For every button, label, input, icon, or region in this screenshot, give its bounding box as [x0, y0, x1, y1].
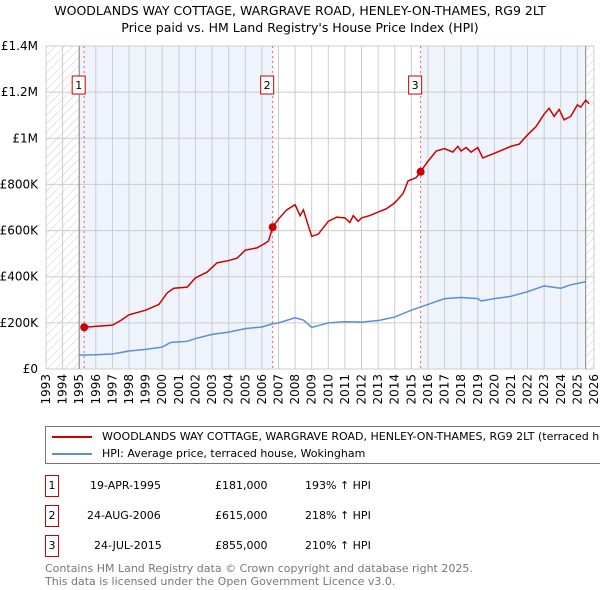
footer: Contains HM Land Registry data © Crown c…: [45, 562, 473, 588]
hpi-line: [79, 281, 586, 356]
x-tick-label: 2019: [471, 374, 485, 405]
sale-price: £855,000: [215, 539, 268, 552]
x-tick-label: 1993: [39, 374, 53, 405]
sale-badge: 3: [45, 535, 59, 557]
sale-label-box: [408, 75, 423, 95]
x-tick-label: 2022: [521, 374, 535, 405]
y-tick-label: £200K: [0, 316, 39, 330]
ownership-shade-3: [420, 46, 586, 369]
x-tick-label: 2005: [238, 374, 252, 405]
sale-price: £615,000: [215, 509, 268, 522]
y-tick-label: £1M: [12, 131, 38, 145]
sale-point: [416, 167, 425, 176]
sale-badge: 2: [45, 505, 59, 527]
sale-label: 1: [75, 79, 82, 92]
sale-label-box: [260, 75, 275, 95]
sale-label: 3: [412, 79, 419, 92]
sale-point: [268, 223, 277, 232]
x-tick-label: 2006: [255, 374, 269, 405]
ownership-shade-1: [79, 46, 273, 369]
sale-row-2: 2 24-AUG-2006 £615,000 218% ↑ HPI: [45, 505, 445, 527]
x-tick-label: 2012: [355, 374, 369, 405]
x-tick-label: 2017: [438, 374, 452, 405]
y-tick-label: £1.4M: [1, 39, 38, 53]
x-tick-label: 1998: [122, 374, 136, 405]
sale-badge: 1: [45, 475, 59, 497]
footer-licence: This data is licensed under the Open Gov…: [45, 575, 396, 588]
x-tick-label: 2020: [487, 374, 501, 405]
x-tick-label: 2016: [421, 374, 435, 405]
legend-swatch-hpi: [52, 453, 92, 455]
x-tick-label: 2024: [554, 374, 568, 405]
x-tick-label: 1995: [72, 374, 86, 405]
x-tick-label: 2023: [537, 374, 551, 405]
chart-title: WOODLANDS WAY COTTAGE, WARGRAVE ROAD, HE…: [54, 3, 546, 18]
footer-copyright: Contains HM Land Registry data © Crown c…: [45, 562, 473, 575]
hatched-region-after: [585, 46, 594, 369]
x-tick-label: 2018: [454, 374, 468, 405]
sale-price: £181,000: [215, 479, 268, 492]
legend-label-property: WOODLANDS WAY COTTAGE, WARGRAVE ROAD, HE…: [102, 430, 600, 443]
sale-date: 19-APR-1995: [90, 479, 162, 492]
sale-label-box: [71, 75, 86, 95]
x-tick-label: 2011: [338, 374, 352, 405]
x-tick-label: 2014: [388, 374, 402, 405]
y-tick-label: £1.2M: [1, 85, 38, 99]
x-tick-label: 1997: [105, 374, 119, 405]
x-tick-label: 2025: [570, 374, 584, 405]
y-tick-label: £800K: [0, 177, 39, 191]
x-tick-label: 2007: [271, 374, 285, 405]
x-tick-label: 2009: [305, 374, 319, 405]
sale-hpi: 210% ↑ HPI: [305, 539, 371, 552]
sale-row-3: 3 24-JUL-2015 £855,000 210% ↑ HPI: [45, 535, 445, 557]
y-tick-label: £600K: [0, 224, 39, 238]
x-tick-label: 2015: [404, 374, 418, 405]
legend-swatch-property: [52, 436, 92, 438]
x-tick-label: 2008: [288, 374, 302, 405]
y-tick-label: £400K: [0, 270, 39, 284]
sale-date: 24-AUG-2006: [87, 509, 161, 522]
sale-label: 2: [264, 79, 271, 92]
x-tick-label: 2003: [205, 374, 219, 405]
sale-row-1: 1 19-APR-1995 £181,000 193% ↑ HPI: [45, 475, 445, 497]
sale-point: [80, 323, 89, 332]
x-tick-label: 1996: [89, 374, 103, 405]
x-tick-label: 2000: [155, 374, 169, 405]
legend: WOODLANDS WAY COTTAGE, WARGRAVE ROAD, HE…: [45, 426, 600, 464]
x-tick-label: 2026: [587, 374, 600, 405]
x-tick-label: 2010: [321, 374, 335, 405]
legend-label-hpi: HPI: Average price, terraced house, Woki…: [102, 447, 366, 460]
property-price-line: [84, 99, 590, 328]
sale-date: 24-JUL-2015: [94, 539, 162, 552]
x-tick-label: 2004: [222, 374, 236, 405]
x-tick-label: 2013: [371, 374, 385, 405]
x-tick-label: 2002: [188, 374, 202, 405]
x-tick-label: 2001: [172, 374, 186, 405]
sale-hpi: 218% ↑ HPI: [305, 509, 371, 522]
x-tick-label: 1999: [139, 374, 153, 405]
y-tick-label: £0: [23, 362, 38, 376]
sale-hpi: 193% ↑ HPI: [305, 479, 371, 492]
x-tick-label: 2021: [504, 374, 518, 405]
chart-subtitle: Price paid vs. HM Land Registry's House …: [121, 20, 479, 35]
x-tick-label: 1994: [56, 374, 70, 405]
